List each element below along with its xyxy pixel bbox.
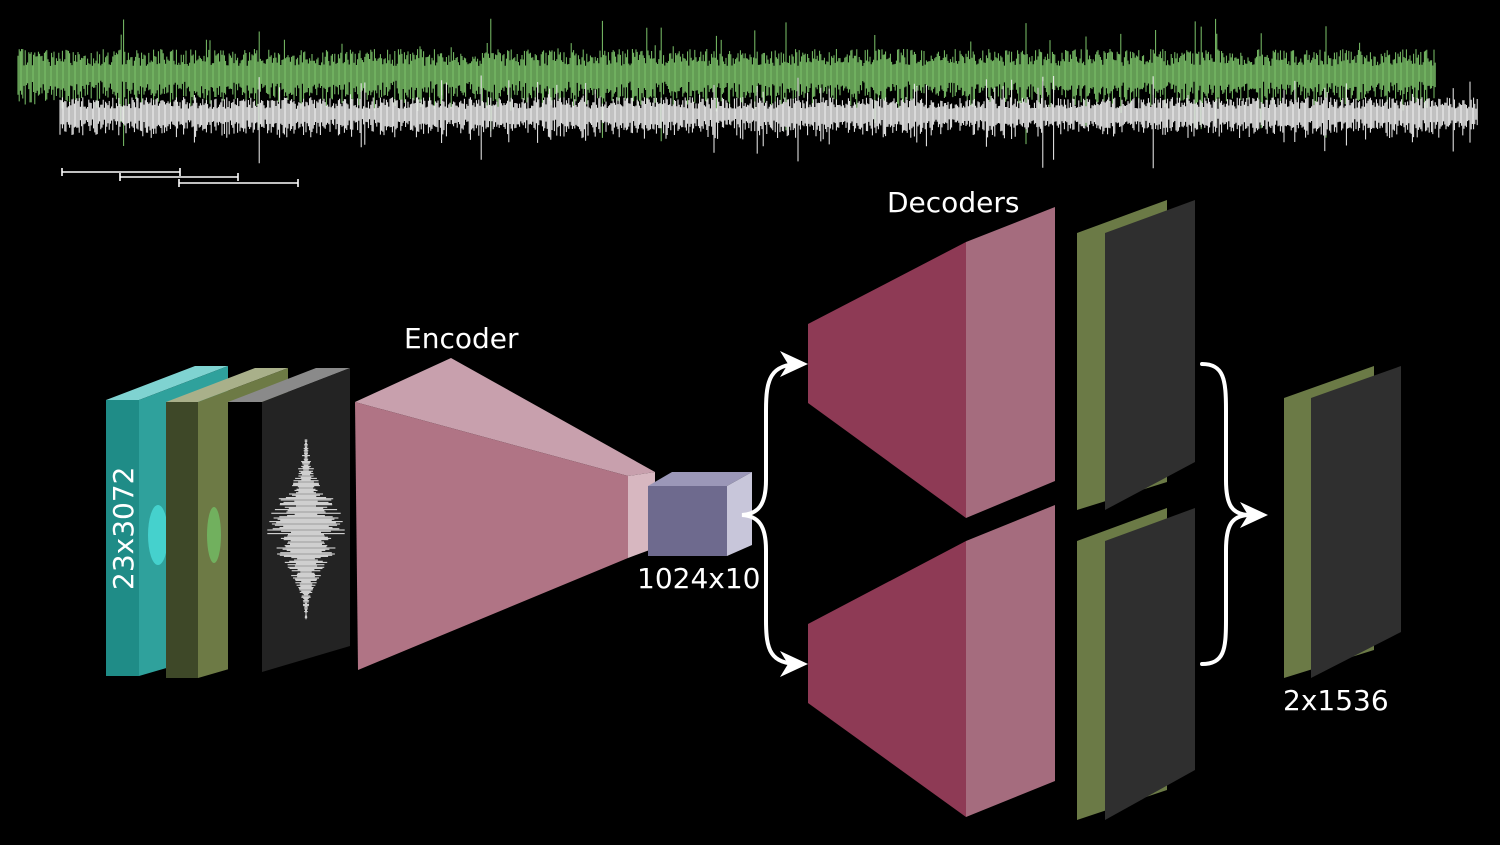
decoder-block-upper: [808, 207, 1055, 518]
latent-shape-label: 1024x10: [637, 562, 760, 595]
sliding-window-brackets: [61, 168, 299, 187]
decoder-block-lower: [808, 505, 1055, 817]
output-shape-label: 2x1536: [1283, 684, 1389, 717]
decoders-label: Decoders: [887, 186, 1019, 219]
eeg-signal-traces: [17, 18, 1478, 169]
input-shape-label: 23x3072: [107, 467, 140, 590]
input-signal-trace-white: [267, 439, 345, 620]
branch-brace: [741, 362, 802, 666]
signal-trace-white: [59, 75, 1478, 169]
window-bracket: [119, 173, 239, 181]
input-slab-gray: [228, 368, 350, 672]
decoder-output-lower: [1077, 508, 1195, 820]
window-bracket: [61, 168, 181, 176]
arrow-head-upper: [780, 351, 808, 377]
input-signal-glow-teal: [148, 505, 168, 565]
final-output: [1284, 366, 1401, 678]
encoder-block: [355, 358, 655, 670]
merge-brace: [1200, 362, 1249, 666]
signal-trace-green: [17, 18, 1436, 146]
window-bracket: [178, 179, 299, 187]
merge-connector: [1200, 362, 1249, 666]
arrow-head-lower: [780, 651, 808, 677]
input-signal-glow-green: [207, 507, 221, 563]
encoder-label: Encoder: [404, 322, 519, 355]
latent-cube: [648, 472, 752, 556]
arrow-head-merge: [1240, 502, 1268, 528]
branch-connector: [741, 362, 802, 666]
decoder-output-upper: [1077, 200, 1195, 510]
